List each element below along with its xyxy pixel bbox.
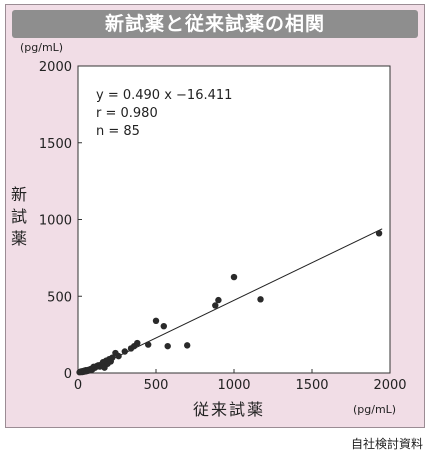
data-point bbox=[164, 342, 171, 350]
y-axis-label-char: 新 bbox=[11, 185, 27, 204]
data-point bbox=[375, 230, 383, 237]
x-unit-label: (pg/mL) bbox=[353, 403, 396, 416]
data-point bbox=[160, 322, 167, 330]
x-tick-label: 2000 bbox=[373, 378, 406, 393]
y-tick-label: 500 bbox=[47, 290, 72, 305]
y-tick-label: 2000 bbox=[39, 60, 72, 75]
data-point bbox=[134, 339, 141, 347]
y-axis-label: 新試薬 bbox=[11, 185, 27, 248]
chart-title: 新試薬と従来試薬の相関 bbox=[12, 10, 418, 38]
data-point bbox=[115, 352, 122, 360]
y-axis-label-char: 試 bbox=[11, 207, 27, 226]
data-point bbox=[184, 342, 191, 349]
data-point bbox=[230, 273, 238, 281]
x-axis-label: 従来試薬 bbox=[193, 400, 265, 419]
y-unit-label: (pg/mL) bbox=[20, 41, 63, 54]
y-tick-label: 1500 bbox=[39, 137, 72, 152]
data-point bbox=[121, 348, 128, 355]
data-point bbox=[145, 341, 152, 348]
data-point bbox=[109, 354, 116, 361]
y-tick-label: 1000 bbox=[39, 214, 72, 229]
data-point bbox=[212, 302, 219, 309]
plot-area bbox=[77, 65, 391, 374]
x-tick-label: 500 bbox=[144, 378, 169, 393]
data-point bbox=[215, 296, 222, 304]
annotation-equation: y = 0.490 x −16.411 bbox=[96, 88, 232, 103]
x-tick-label: 0 bbox=[74, 378, 82, 393]
annotation-n: n = 85 bbox=[96, 124, 140, 139]
y-tick-label: 0 bbox=[64, 367, 72, 382]
source-caption: 自社検討資料 bbox=[350, 437, 423, 451]
data-point bbox=[152, 317, 160, 325]
y-axis-label-char: 薬 bbox=[11, 229, 27, 248]
x-tick-label: 1000 bbox=[217, 378, 250, 393]
x-tick-label: 1500 bbox=[295, 378, 328, 393]
data-point bbox=[257, 296, 264, 303]
annotation-r: r = 0.980 bbox=[96, 106, 158, 121]
